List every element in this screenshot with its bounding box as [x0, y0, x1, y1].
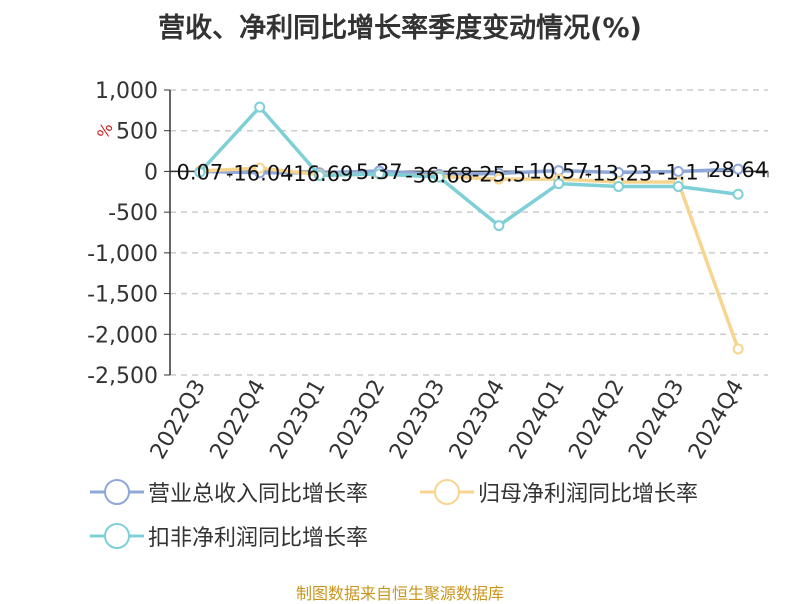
- legend-label: 营业总收入同比增长率: [148, 482, 369, 507]
- x-tick-label: 2023Q3: [385, 375, 450, 463]
- data-point: [732, 188, 744, 200]
- legend-swatch: [420, 479, 474, 505]
- y-tick-label: -1,500: [87, 283, 158, 308]
- legend-marker: [104, 523, 130, 549]
- data-point: [732, 343, 744, 355]
- data-label: -16.69: [286, 162, 354, 186]
- legend-item[interactable]: 扣非净利润同比增长率: [88, 518, 368, 554]
- axes: 1,000 500 0 -500 -1,000 -1,500 -2,000 -2,500% 20…: [87, 79, 769, 464]
- data-label: -1.1: [658, 161, 699, 185]
- series-line: [198, 105, 739, 228]
- x-tick-label: 2023Q4: [445, 376, 510, 464]
- y-tick-label: -2,000: [87, 323, 158, 348]
- data-point: [373, 168, 385, 180]
- legend-marker: [434, 479, 460, 505]
- data-point: [732, 163, 744, 175]
- y-tick-label: 500: [116, 120, 158, 145]
- chart-title: 营收、净利同比增长率季度变动情况(%): [158, 13, 642, 44]
- x-tick-label: 2024Q2: [564, 376, 629, 464]
- y-tick-label: 0: [144, 160, 158, 185]
- data-point: [493, 220, 505, 232]
- data-point: [254, 162, 266, 174]
- data-label: 5.37: [356, 160, 403, 184]
- data-labels: 0.07 -16.04-16.69 5.37 -36.68-25.5 10.57-13.…: [177, 158, 769, 187]
- data-label: -36.68: [405, 163, 473, 187]
- series-line: [199, 166, 740, 350]
- data-label: 10.57: [529, 160, 589, 184]
- data-label: -25.5: [472, 163, 526, 187]
- y-tick-label: -1,000: [87, 242, 158, 267]
- legend-item[interactable]: 营业总收入同比增长率: [88, 474, 368, 510]
- x-tick-label: 2024Q4: [684, 376, 749, 464]
- data-point: [314, 170, 325, 181]
- source-note: 制图数据来自恒生聚源数据库: [295, 584, 504, 603]
- x-tick-label: 2024Q1: [505, 376, 570, 464]
- data-point: [553, 178, 565, 190]
- data-label: -13.23: [585, 162, 653, 186]
- data-point: [672, 166, 684, 178]
- data-point: [672, 180, 684, 192]
- grid-lines: [170, 89, 768, 376]
- data-label: 28.64: [708, 158, 768, 182]
- data-label: 0.07: [177, 160, 224, 184]
- x-tick-label: 2023Q1: [265, 376, 330, 464]
- data-point: [613, 180, 624, 192]
- data-label: -16.04: [226, 162, 294, 186]
- legend-marker: [104, 479, 130, 505]
- data-point: [433, 171, 445, 183]
- x-tick-label: 2023Q2: [325, 376, 390, 464]
- y-tick-label: 1,000: [95, 79, 158, 104]
- x-tick-label: 2024Q3: [624, 376, 689, 464]
- legend-item[interactable]: 归母净利润同比增长率: [418, 474, 698, 510]
- y-tick-label: -2,500: [87, 364, 158, 389]
- data-point: [194, 166, 206, 178]
- legend-swatch: [90, 523, 144, 549]
- data-point: [493, 173, 505, 185]
- legend-label: 归母净利润同比增长率: [478, 482, 699, 507]
- y-axis-label: %: [93, 120, 117, 142]
- series-lines: [194, 101, 744, 355]
- y-tick-label: -500: [108, 201, 158, 226]
- legend-swatch: [90, 479, 144, 505]
- data-point: [254, 101, 266, 113]
- legend-label: 扣非净利润同比增长率: [148, 526, 369, 551]
- x-tick-label: 2022Q4: [206, 376, 271, 464]
